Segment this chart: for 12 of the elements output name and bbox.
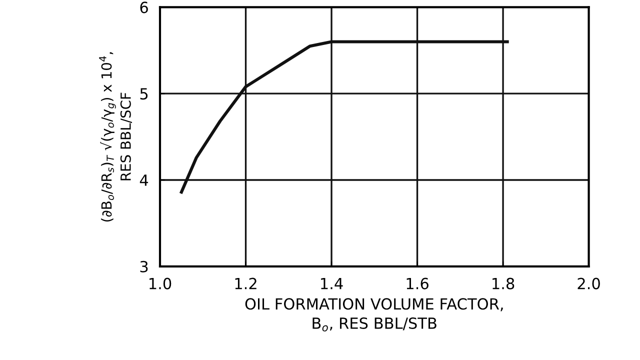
x-tick-label: 1.2: [235, 278, 256, 290]
x-tick-label: 2.0: [578, 278, 600, 290]
x-axis-title: OIL FORMATION VOLUME FACTOR, B$_{o}$, RES BBL/STB: [245, 298, 503, 332]
x-tick-label: 1.8: [492, 278, 514, 290]
y-tick-label: 4: [140, 174, 148, 186]
y-tick-label: 5: [140, 88, 148, 100]
y-tick-label: 3: [140, 260, 148, 272]
y-tick-label: 6: [140, 2, 148, 14]
x-tick-label: 1.6: [406, 278, 428, 290]
text: (∂B$_{o}$/∂R$_{s}$)$_{T}$ √(γ$_{o}$/γ$_{g}$) x 10$^{4}$, RES BBL/SCF: [99, 52, 132, 222]
x-tick-label: 1.4: [321, 278, 343, 290]
x-tick-label: 1.0: [150, 278, 172, 290]
